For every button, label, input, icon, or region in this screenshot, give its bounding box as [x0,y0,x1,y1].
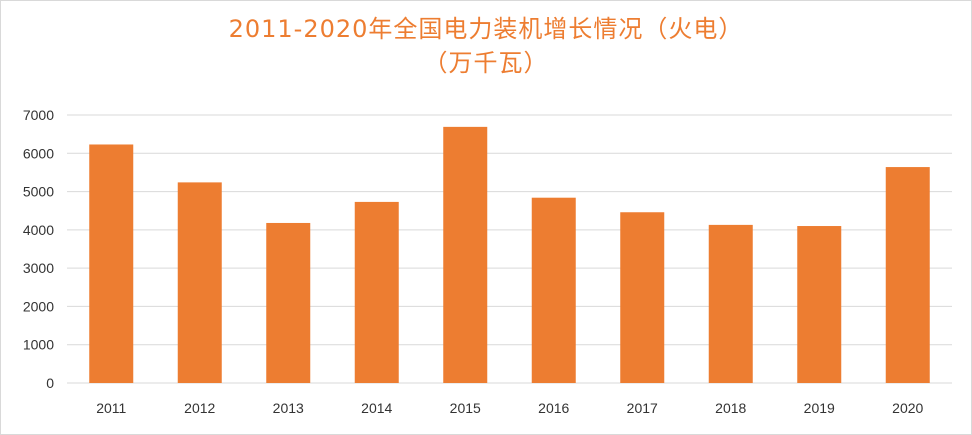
y-tick-label: 0 [46,375,54,391]
x-tick-label: 2012 [184,400,215,416]
x-tick-label: 2013 [273,400,304,416]
x-tick-label: 2014 [361,400,392,416]
chart-title-line-1: 2011-2020年全国电力装机增长情况（火电） [228,15,744,43]
y-tick-label: 4000 [23,222,54,238]
y-tick-label: 6000 [23,145,54,161]
x-tick-label: 2016 [538,400,569,416]
bar-2011 [89,144,134,383]
chart-title-line-2: （万千瓦） [423,49,549,77]
y-tick-label: 5000 [23,184,54,200]
y-tick-label: 1000 [23,337,54,353]
bar-2015 [443,126,488,384]
bar-2013 [266,222,311,383]
x-tick-label: 2018 [715,400,746,416]
bar-2016 [531,197,576,383]
x-tick-label: 2015 [450,400,481,416]
chart-title: 2011-2020年全国电力装机增长情况（火电） （万千瓦） [0,12,972,80]
bar-2020 [885,167,930,383]
x-tick-label: 2011 [96,400,126,416]
bar-2019 [797,226,842,383]
bar-2014 [354,201,399,383]
x-tick-label: 2017 [627,400,658,416]
x-tick-label: 2020 [892,400,923,416]
x-tick-label: 2019 [804,400,835,416]
bar-2012 [177,182,222,383]
bar-2017 [620,212,665,383]
y-tick-label: 7000 [23,107,54,123]
y-tick-label: 3000 [23,260,54,276]
y-tick-label: 2000 [23,298,54,314]
bar-2018 [708,224,753,383]
